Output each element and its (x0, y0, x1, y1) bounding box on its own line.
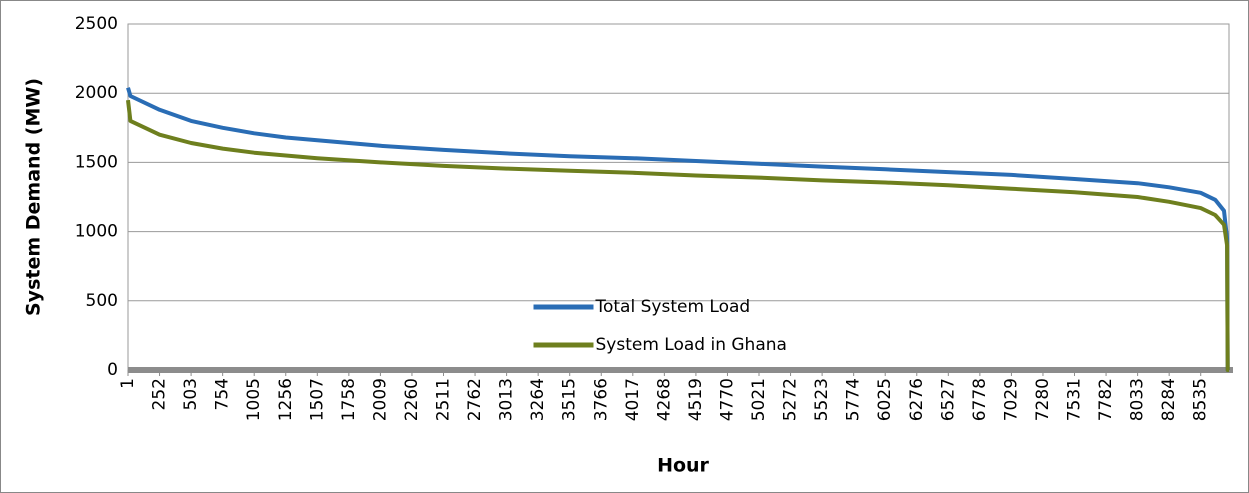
y-tick-label: 1500 (75, 152, 118, 172)
x-tick-label: 252 (150, 378, 170, 410)
x-tick-label: 1758 (339, 378, 359, 421)
x-tick-label: 1 (118, 378, 138, 389)
x-tick-label: 7782 (1096, 378, 1116, 421)
x-tick-label: 4268 (654, 378, 674, 421)
x-tick-label: 8535 (1191, 378, 1211, 421)
y-tick-label: 0 (107, 360, 118, 380)
y-tick-label: 500 (86, 291, 118, 311)
x-tick-label: 6025 (875, 378, 895, 421)
x-tick-label: 4770 (717, 378, 737, 421)
x-tick-label: 5774 (844, 378, 864, 421)
x-tick-label: 503 (181, 378, 201, 410)
x-tick-label: 8033 (1128, 378, 1148, 421)
legend-label: Total System Load (595, 297, 751, 317)
x-tick-label: 6527 (938, 378, 958, 421)
x-tick-label: 4017 (623, 378, 643, 421)
x-tick-label: 4519 (686, 378, 706, 421)
x-tick-label: 2260 (402, 378, 422, 421)
x-tick-label: 1507 (307, 378, 327, 421)
x-tick-label: 7029 (1001, 378, 1021, 421)
x-tick-label: 7280 (1033, 378, 1053, 421)
x-tick-label: 1256 (276, 378, 296, 421)
x-tick-label: 3515 (560, 378, 580, 421)
x-tick-label: 8284 (1159, 378, 1179, 421)
x-tick-label: 3264 (528, 378, 548, 421)
x-tick-label: 754 (213, 378, 233, 410)
x-tick-label: 2511 (434, 378, 454, 421)
y-tick-label: 1000 (75, 222, 118, 242)
x-tick-label: 5272 (781, 378, 801, 421)
x-tick-label: 5021 (749, 378, 769, 421)
y-tick-label: 2500 (75, 14, 118, 34)
x-tick-label: 5523 (812, 378, 832, 421)
x-tick-label: 3013 (497, 378, 517, 421)
x-tick-label: 2009 (370, 378, 390, 421)
x-tick-label: 7531 (1065, 378, 1085, 421)
x-tick-label: 2762 (465, 378, 485, 421)
series-line (126, 87, 1230, 372)
x-tick-label: 1005 (244, 378, 264, 421)
y-tick-label: 2000 (75, 83, 118, 103)
x-tick-label: 6276 (907, 378, 927, 421)
x-axis-title: Hour (657, 455, 709, 477)
legend-label: System Load in Ghana (596, 335, 787, 355)
y-axis-title: System Demand (MW) (23, 78, 45, 316)
x-tick-label: 6778 (970, 378, 990, 421)
series-line (126, 99, 1230, 372)
x-tick-label: 3766 (591, 378, 611, 421)
